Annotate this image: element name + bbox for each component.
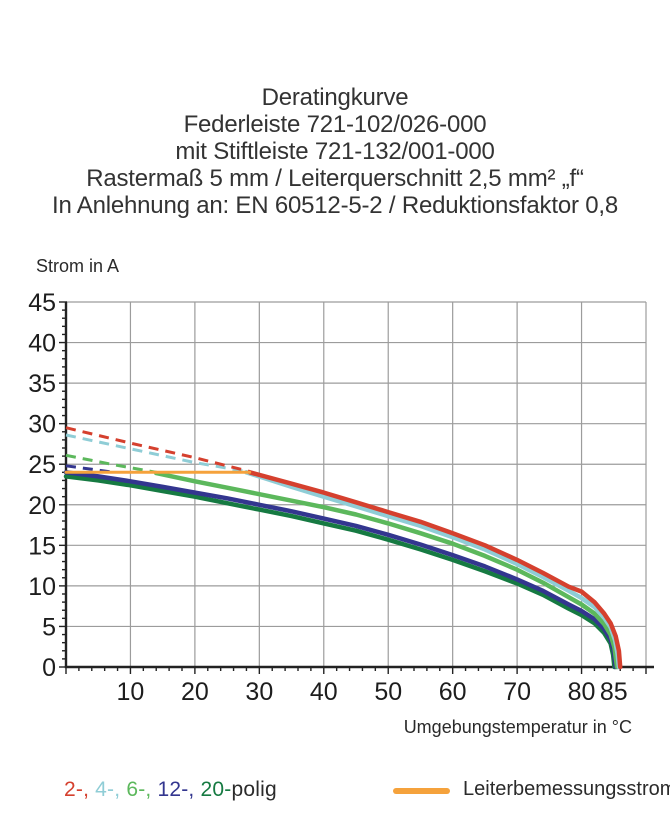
svg-text:40: 40	[310, 678, 338, 706]
rated-current-legend: Leiterbemessungsstrom	[393, 778, 670, 801]
derating-chart: 0 5 10 15 20 25 30 35 40 45 10 20 30 40 50 60 70 80 85	[28, 289, 654, 706]
svg-text:25: 25	[28, 451, 56, 479]
svg-text:80: 80	[568, 678, 596, 706]
svg-text:20: 20	[28, 492, 56, 520]
rated-legend-swatch	[393, 787, 450, 794]
title-line-4: Rastermaß 5 mm / Leiterquerschnitt 2,5 m…	[86, 165, 584, 192]
svg-text:85: 85	[600, 678, 628, 706]
svg-text:45: 45	[28, 289, 56, 317]
svg-text:35: 35	[28, 370, 56, 398]
legend-item-20polig: 20-	[200, 778, 232, 801]
title-line-3: mit Stiftleiste 721-132/001-000	[175, 138, 495, 165]
svg-text:15: 15	[28, 532, 56, 560]
svg-text:10: 10	[117, 678, 145, 706]
svg-text:70: 70	[503, 678, 531, 706]
svg-text:5: 5	[42, 613, 56, 641]
legend-item-12polig: 12-,	[157, 778, 195, 801]
title-line-5: In Anlehnung an: EN 60512-5-2 / Reduktio…	[52, 192, 618, 219]
legend-item-6polig: 6-,	[126, 778, 152, 801]
rated-legend-label: Leiterbemessungsstrom	[463, 778, 670, 800]
legend-item-2polig: 2-,	[64, 778, 90, 801]
svg-text:50: 50	[374, 678, 402, 706]
polig-legend: 2-, 4-, 6-, 12-, 20-polig	[64, 778, 277, 802]
svg-text:30: 30	[245, 678, 273, 706]
legend-polig-suffix: polig	[231, 778, 277, 801]
y-axis-label: Strom in A	[36, 256, 120, 276]
svg-text:60: 60	[439, 678, 467, 706]
title-line-1: Deratingkurve	[261, 84, 409, 111]
svg-text:10: 10	[28, 573, 56, 601]
x-axis-label: Umgebungstemperatur in °C	[403, 717, 632, 737]
legend-item-4polig: 4-,	[95, 778, 121, 801]
svg-text:20: 20	[181, 678, 209, 706]
svg-text:40: 40	[28, 330, 56, 358]
page-title: Deratingkurve Federleiste 721-102/026-00…	[0, 84, 670, 219]
svg-text:30: 30	[28, 411, 56, 439]
svg-text:0: 0	[42, 654, 56, 682]
title-line-2: Federleiste 721-102/026-000	[183, 111, 487, 138]
